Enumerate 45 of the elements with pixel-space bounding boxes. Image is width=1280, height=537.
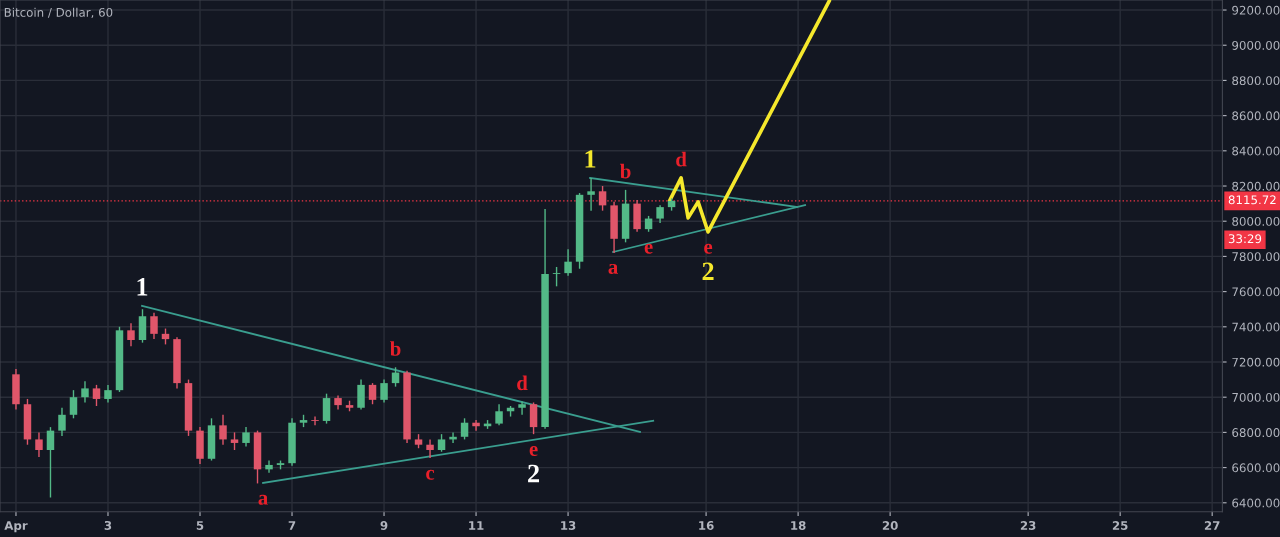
y-tick-label: 7000.00: [1232, 392, 1280, 402]
y-tick-label: 8400.00: [1232, 146, 1280, 156]
annotation: b: [620, 163, 631, 179]
x-tick-label: 7: [288, 521, 296, 530]
x-tick-label: 11: [469, 521, 484, 530]
annotation: a: [608, 263, 618, 274]
x-tick-label: 27: [1204, 521, 1220, 530]
y-tick-label: 6600.00: [1232, 463, 1280, 473]
x-tick-label: Apr: [4, 521, 28, 533]
annotation: e: [529, 446, 538, 457]
x-tick-label: 9: [380, 521, 388, 530]
annotation: b: [390, 341, 401, 356]
x-tick-label: 13: [561, 521, 576, 530]
annotation: 2: [528, 464, 540, 483]
y-tick-label: 8800.00: [1232, 76, 1280, 86]
annotation: e: [644, 243, 653, 254]
text: 33:29: [1228, 234, 1262, 244]
y-tick-label: 9200.00: [1232, 5, 1280, 15]
y-tick-label: 6400.00: [1232, 498, 1280, 508]
x-tick-label: 18: [791, 521, 806, 530]
x-tick-label: 25: [1112, 521, 1128, 530]
x-tick-label: 3: [104, 521, 112, 530]
x-tick-label: 20: [882, 521, 898, 530]
y-tick-label: 9000.00: [1232, 40, 1280, 50]
annotation: e: [704, 243, 713, 254]
x-tick-label: 5: [196, 521, 204, 530]
y-tick-label: 8200.00: [1232, 181, 1280, 191]
annotation: d: [676, 151, 687, 167]
y-tick-label: 8000.00: [1232, 216, 1280, 226]
text: Bitcoin / Dollar, 60: [4, 7, 113, 19]
y-tick-label: 7400.00: [1232, 322, 1280, 332]
y-tick-label: 8600.00: [1232, 111, 1280, 121]
y-tick-label: 6800.00: [1232, 428, 1280, 438]
annotation: 1: [137, 278, 148, 296]
annotation: c: [426, 469, 435, 480]
x-tick-label: 23: [1020, 521, 1036, 530]
y-tick-label: 7600.00: [1232, 287, 1280, 297]
y-tick-label: 7200.00: [1232, 357, 1280, 367]
ref-line-label: 8115.72: [1228, 195, 1276, 205]
annotation: 1: [585, 150, 596, 168]
x-tick-label: 16: [699, 521, 714, 530]
annotation: d: [517, 375, 528, 391]
annotation: a: [258, 494, 268, 505]
y-tick-label: 7800.00: [1232, 252, 1280, 262]
annotation: 2: [702, 262, 714, 280]
